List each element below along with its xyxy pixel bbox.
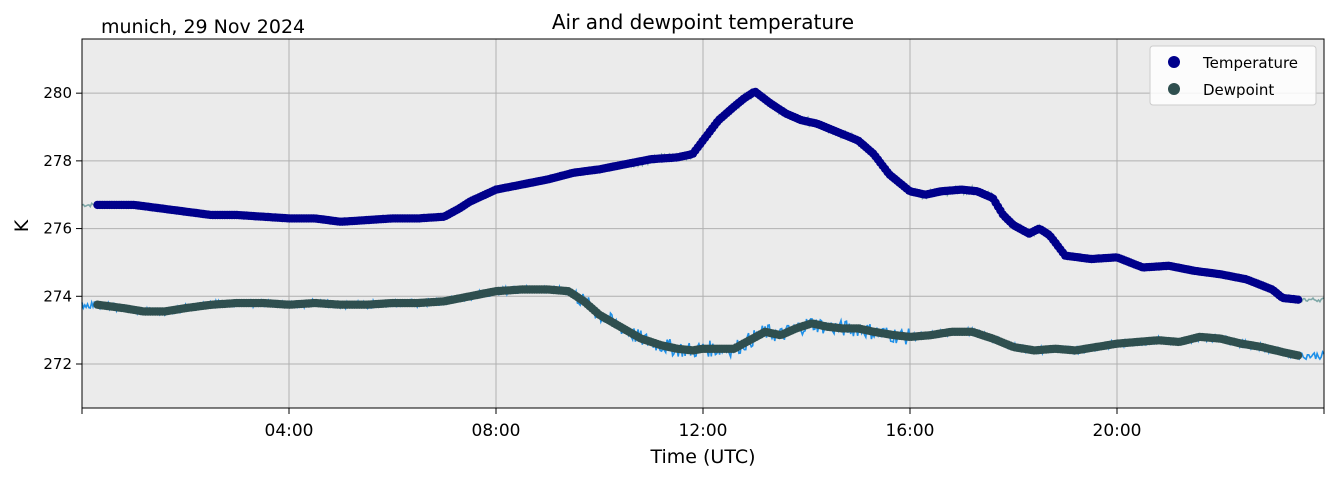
x-tick-label: 16:00 xyxy=(886,421,935,441)
x-tick-label: 20:00 xyxy=(1093,421,1142,441)
data-point xyxy=(1293,351,1303,360)
y-tick-label: 280 xyxy=(43,84,72,102)
y-axis: 272 274 276 278 280 xyxy=(43,84,82,373)
x-tick-label: 04:00 xyxy=(265,421,314,441)
legend-label-dewpoint: Dewpoint xyxy=(1203,81,1274,99)
location-date-label: munich, 29 Nov 2024 xyxy=(101,16,305,38)
grid-lines xyxy=(82,39,1324,408)
legend-marker-dewpoint xyxy=(1168,83,1180,95)
y-axis-label: K xyxy=(11,219,33,232)
y-tick-label: 272 xyxy=(43,355,72,373)
legend-marker-temperature xyxy=(1168,56,1180,68)
y-tick-label: 276 xyxy=(43,220,72,238)
legend-box xyxy=(1149,45,1317,106)
x-tick-label: 08:00 xyxy=(472,421,521,441)
series-marks xyxy=(93,87,1303,360)
data-point xyxy=(1293,295,1303,304)
chart-title: Air and dewpoint temperature xyxy=(552,10,854,34)
x-axis-label: Time (UTC) xyxy=(649,446,755,468)
legend-label-temperature: Temperature xyxy=(1202,54,1298,72)
x-tick-label: 12:00 xyxy=(679,421,728,441)
y-tick-label: 274 xyxy=(43,287,72,305)
series-temperature xyxy=(93,87,1303,304)
series-dewpoint xyxy=(93,285,1303,360)
x-axis: 04:00 08:00 12:00 16:00 20:00 xyxy=(81,408,1325,441)
y-tick-label: 278 xyxy=(43,152,72,170)
legend: Temperature Dewpoint xyxy=(1149,45,1317,106)
